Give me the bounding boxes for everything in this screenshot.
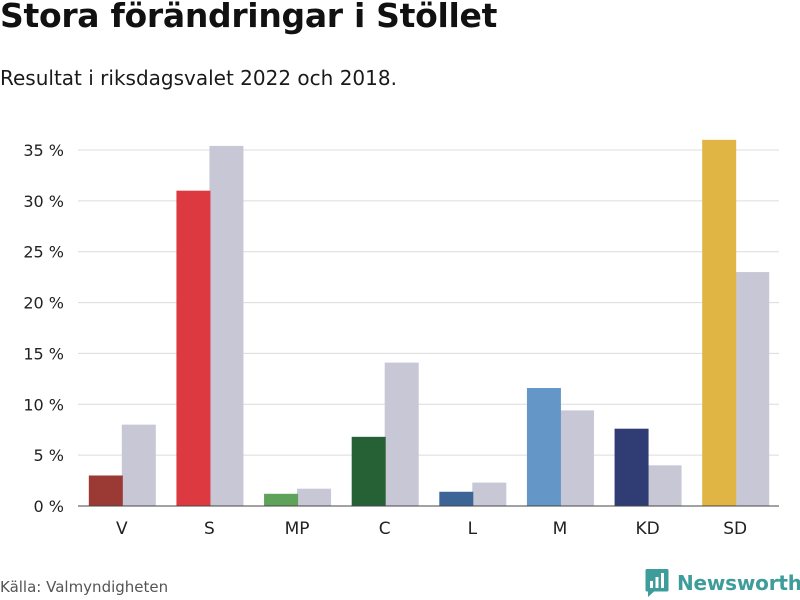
y-tick-label: 30 % [23, 192, 64, 211]
x-tick-label: C [379, 519, 391, 539]
bar-series1-s [176, 190, 211, 506]
bar-series1-sd [702, 139, 737, 507]
bar-series1-kd [614, 428, 649, 506]
bar-series2-sd [735, 272, 770, 506]
bar-series2-kd [647, 465, 682, 506]
x-tick-label: SD [723, 519, 747, 539]
brand-logo[interactable]: Newsworthy [645, 568, 800, 598]
y-tick-label: 25 % [23, 243, 64, 262]
y-tick-label: 15 % [23, 344, 64, 363]
bar-series2-l [472, 482, 507, 506]
bar-series2-s [209, 145, 244, 506]
bar-series1-m [526, 388, 561, 506]
y-tick-label: 0 % [34, 497, 64, 516]
bar-series2-v [121, 424, 156, 506]
bar-series1-v [88, 475, 123, 506]
brand-name: Newsworthy [677, 571, 800, 595]
bar-series2-mp [297, 488, 332, 506]
y-tick-label: 35 % [23, 141, 64, 160]
source-note: Källa: Valmyndigheten [0, 578, 169, 596]
bar-series2-c [384, 362, 419, 506]
y-tick-label: 10 % [23, 395, 64, 414]
bar-series1-c [351, 436, 386, 506]
newsworthy-logo-icon [645, 569, 669, 597]
x-tick-label: KD [635, 519, 659, 539]
bar-chart: 0 % 5 % 10 % 15 % 20 % 25 % 30 % 35 % V S MP C L M KD S… [23, 139, 779, 539]
bar-series1-l [439, 491, 474, 506]
bar-series1-mp [264, 493, 299, 506]
x-tick-label: S [204, 519, 215, 539]
y-tick-label: 20 % [23, 294, 64, 313]
chart-subtitle: Resultat i riksdagsvalet 2022 och 2018. [0, 66, 397, 90]
bar-series2-m [559, 410, 594, 506]
y-tick-label: 5 % [34, 446, 64, 465]
x-tick-label: L [468, 519, 478, 539]
x-tick-label: MP [285, 519, 310, 539]
x-tick-label: V [116, 519, 128, 539]
chart-title: Stora förändringar i Stöllet [0, 0, 498, 35]
x-tick-label: M [553, 519, 568, 539]
